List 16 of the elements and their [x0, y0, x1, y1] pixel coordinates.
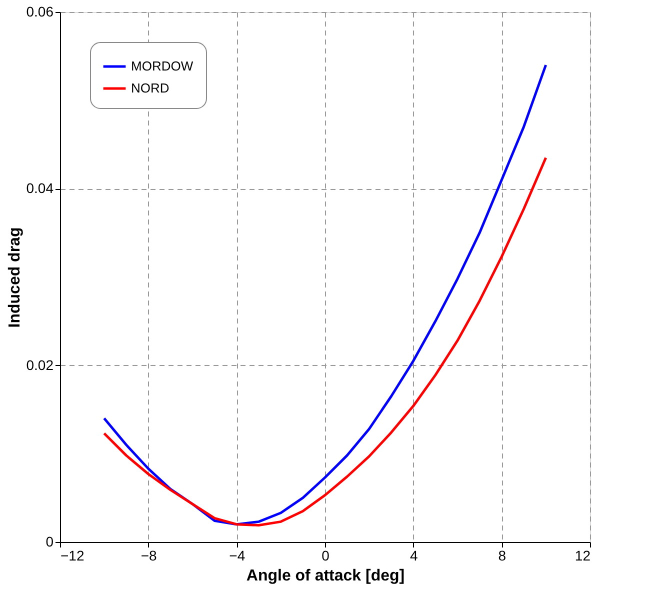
y-axis-title: Induced drag [6, 227, 24, 328]
x-tick-label: −8 [140, 548, 158, 564]
y-tick-label: 0.04 [26, 180, 54, 196]
y-tick-label: 0.02 [26, 356, 54, 373]
x-tick-label: −4 [229, 548, 246, 564]
x-tick-label: 0 [322, 548, 330, 564]
legend-label: NORD [131, 80, 170, 96]
y-tick-label: 0 [46, 534, 54, 550]
x-tick-label: 12 [574, 548, 591, 564]
line-series [102, 156, 548, 526]
y-tick-label: 0.06 [26, 4, 54, 20]
x-axis-title: Angle of attack [deg] [246, 568, 405, 584]
x-tick-label: 8 [498, 548, 506, 564]
x-tick-label: 4 [410, 548, 418, 564]
legend-label: MORDOW [131, 58, 194, 74]
x-tick-label: −12 [60, 548, 84, 564]
